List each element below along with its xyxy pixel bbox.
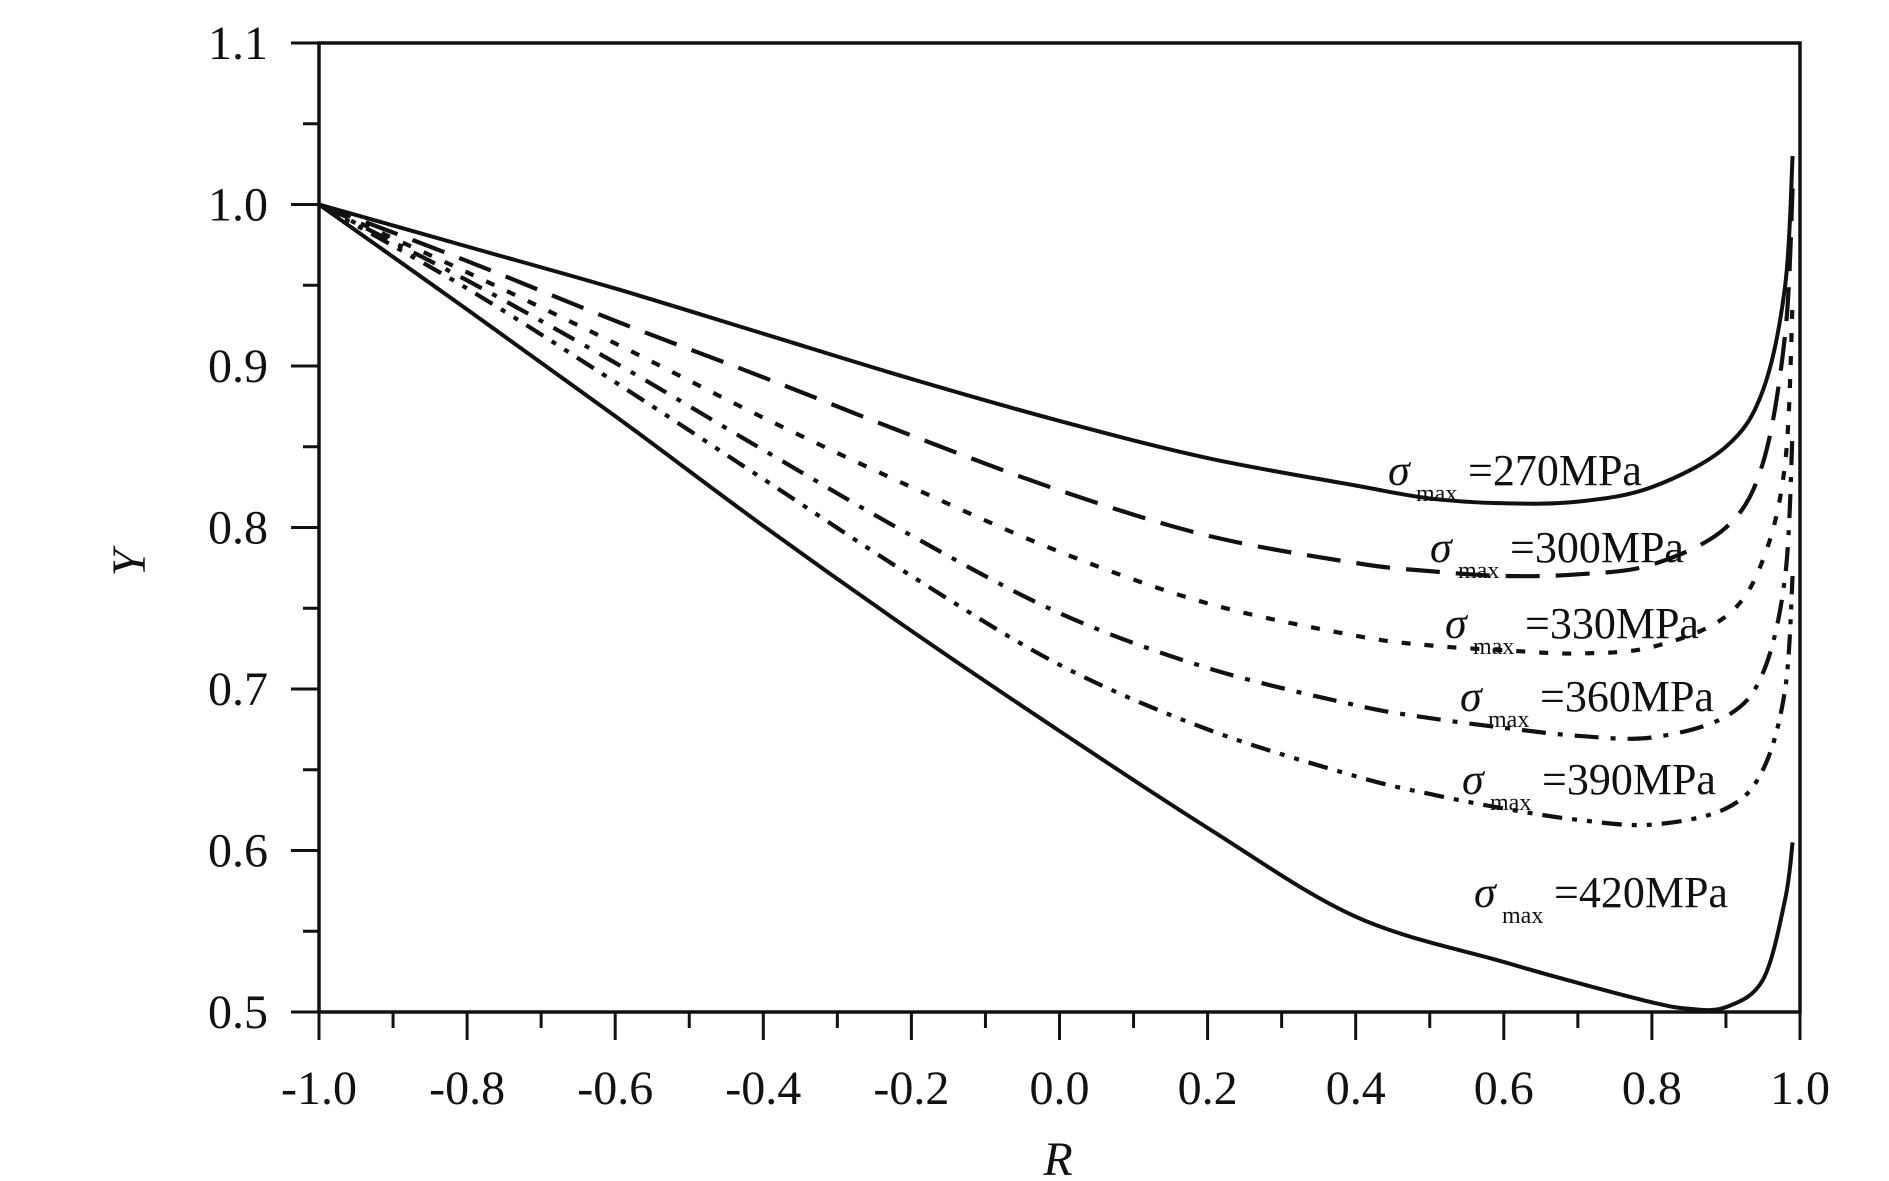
- series-line-4: [318, 202, 1795, 741]
- x-tick-label: 1.0: [1770, 1062, 1830, 1115]
- y-tick-label: 0.6: [208, 825, 268, 878]
- x-tick-label: -0.2: [873, 1062, 949, 1115]
- series-label-subscript: max: [1502, 903, 1543, 929]
- y-tick-label: 1.0: [208, 179, 268, 232]
- series-label-1: σ max =270MPa: [1388, 446, 1642, 507]
- series-line-6: [317, 202, 1795, 1013]
- series-label-symbol: σ: [1388, 446, 1412, 495]
- series-line-5: [317, 202, 1795, 828]
- x-tick-label: -0.6: [577, 1062, 653, 1115]
- series-label-4: σ max =360MPa: [1460, 672, 1714, 733]
- series-label-value: =360MPa: [1540, 672, 1714, 721]
- series-label-value: =330MPa: [1525, 599, 1699, 648]
- series-label-symbol: σ: [1430, 523, 1454, 572]
- y-tick-label: 0.5: [208, 986, 268, 1039]
- series-label-value: =300MPa: [1510, 523, 1684, 572]
- x-tick-label: -0.8: [429, 1062, 505, 1115]
- series-label-subscript: max: [1473, 634, 1514, 660]
- x-tick-label: -1.0: [281, 1062, 357, 1115]
- x-tick-label: 0.8: [1622, 1062, 1682, 1115]
- series-label-value: =390MPa: [1542, 755, 1716, 804]
- series-label-value: =420MPa: [1554, 868, 1728, 917]
- series-label-subscript: max: [1458, 558, 1499, 584]
- y-tick-label: 0.9: [208, 340, 268, 393]
- series-line-3: [318, 202, 1795, 656]
- x-tick-label: -0.4: [725, 1062, 801, 1115]
- plot-area: [317, 155, 1795, 1013]
- y-tick-label: 1.1: [208, 17, 268, 70]
- series-label-symbol: σ: [1460, 672, 1484, 721]
- axes-layer: -1.0 -0.8 -0.6 -0.4 -0.2 0.0 0.2 0.4 0.6 0.8 1.0 0.…: [208, 17, 1830, 1115]
- series-label-subscript: max: [1490, 790, 1531, 816]
- x-tick-label: 0.2: [1178, 1062, 1238, 1115]
- x-axis-title: R: [1042, 1133, 1072, 1181]
- series-label-subscript: max: [1416, 481, 1457, 507]
- series-line-2: [318, 188, 1795, 579]
- x-tick-label: 0.0: [1030, 1062, 1090, 1115]
- y-axis-title: Y: [103, 545, 156, 576]
- series-label-symbol: σ: [1462, 755, 1486, 804]
- series-label-subscript: max: [1488, 707, 1529, 733]
- series-label-value: =270MPa: [1468, 446, 1642, 495]
- series-label-symbol: σ: [1474, 868, 1498, 917]
- x-tick-label: 0.6: [1474, 1062, 1534, 1115]
- series-label-5: σ max =390MPa: [1462, 755, 1716, 816]
- y-tick-label: 0.7: [208, 663, 268, 716]
- y-tick-label: 0.8: [208, 502, 268, 555]
- series-line-1: [318, 155, 1795, 506]
- x-tick-label: 0.4: [1326, 1062, 1386, 1115]
- series-label-6: σ max =420MPa: [1474, 868, 1728, 929]
- series-label-symbol: σ: [1445, 599, 1469, 648]
- series-label-3: σ max =330MPa: [1445, 599, 1699, 660]
- series-label-2: σ max =300MPa: [1430, 523, 1684, 584]
